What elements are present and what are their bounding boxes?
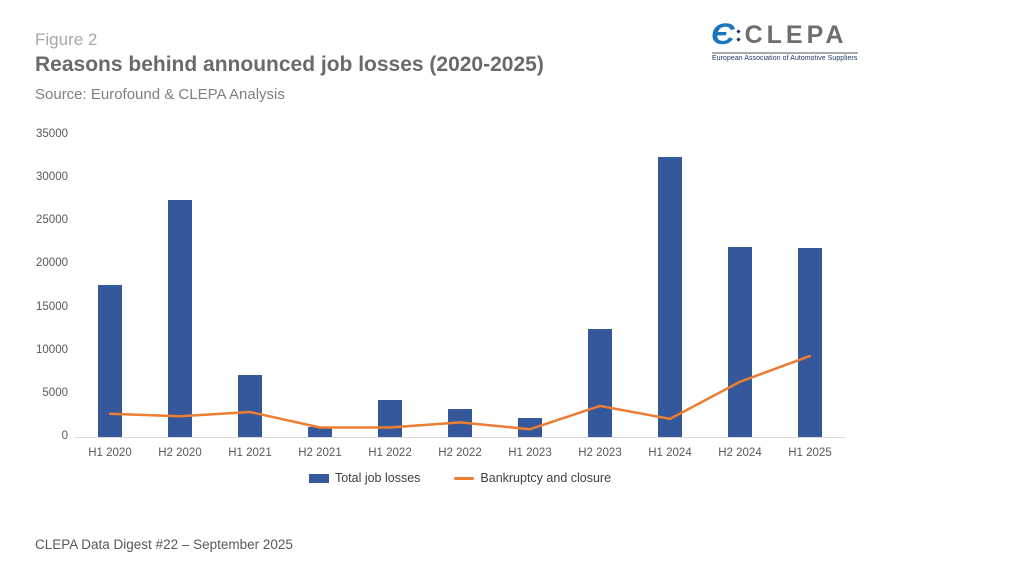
source-caption: Source: Eurofound & CLEPA Analysis: [35, 86, 285, 103]
bar-total-job-losses: [728, 247, 752, 437]
legend-bar-swatch: [308, 473, 329, 483]
x-axis-tick-label: H1 2020: [88, 447, 132, 459]
bar-total-job-losses: [98, 285, 122, 437]
page-title: Reasons behind announced job losses (202…: [35, 53, 544, 76]
y-axis-tick-label: 0: [61, 430, 68, 442]
bar-total-job-losses: [378, 399, 402, 437]
logo-divider: [712, 52, 858, 54]
bar-total-job-losses: [518, 418, 542, 437]
bar-total-job-losses: [238, 374, 262, 437]
bar-total-job-losses: [658, 157, 682, 437]
bar-total-job-losses: [798, 248, 822, 437]
y-axis-tick-label: 30000: [36, 171, 68, 184]
legend-label: Bankruptcy and closure: [480, 471, 612, 485]
x-axis-tick-label: H2 2020: [158, 447, 202, 459]
figure-label: Figure 2: [35, 30, 98, 49]
clepa-logo-row: Є CLEPA: [710, 18, 858, 51]
clepa-logo-text: CLEPA: [744, 20, 848, 49]
legend-label: Total job losses: [334, 471, 421, 485]
x-axis-line: [75, 437, 845, 438]
x-axis-tick-label: H1 2022: [368, 447, 412, 459]
bar-total-job-losses: [308, 426, 332, 437]
legend-item-bankruptcy-closure: Bankruptcy and closure: [454, 471, 611, 485]
y-axis-tick-label: 15000: [36, 300, 68, 313]
y-axis-tick-label: 5000: [42, 386, 68, 399]
logo-tagline: European Association of Automotive Suppl…: [712, 55, 858, 62]
x-axis-tick-label: H1 2023: [508, 447, 552, 459]
y-axis-tick-label: 25000: [36, 214, 68, 227]
x-axis-tick-label: H1 2025: [788, 447, 832, 459]
x-axis-tick-label: H2 2024: [718, 447, 762, 459]
x-axis-tick-label: H2 2021: [298, 447, 342, 459]
x-axis-tick-label: H1 2021: [228, 447, 272, 459]
bar-total-job-losses: [448, 409, 472, 437]
legend-line-swatch: [454, 476, 475, 480]
y-axis-tick-label: 10000: [36, 343, 68, 356]
footer-caption: CLEPA Data Digest #22 – September 2025: [35, 537, 293, 552]
x-axis-tick-label: H1 2024: [648, 447, 692, 459]
bar-total-job-losses: [168, 199, 192, 437]
clepa-logo: Є CLEPA European Association of Automoti…: [710, 18, 858, 62]
clepa-swirl-icon: Є: [710, 18, 735, 51]
bar-total-job-losses: [588, 329, 612, 437]
legend-item-total-job-losses: Total job losses: [308, 471, 421, 485]
y-axis-tick-label: 20000: [36, 257, 68, 270]
chart-legend: Total job losses Bankruptcy and closure: [75, 471, 845, 485]
y-axis-tick-label: 35000: [36, 128, 68, 140]
x-axis-tick-label: H2 2022: [438, 447, 482, 459]
x-axis-tick-label: H2 2023: [578, 447, 622, 459]
